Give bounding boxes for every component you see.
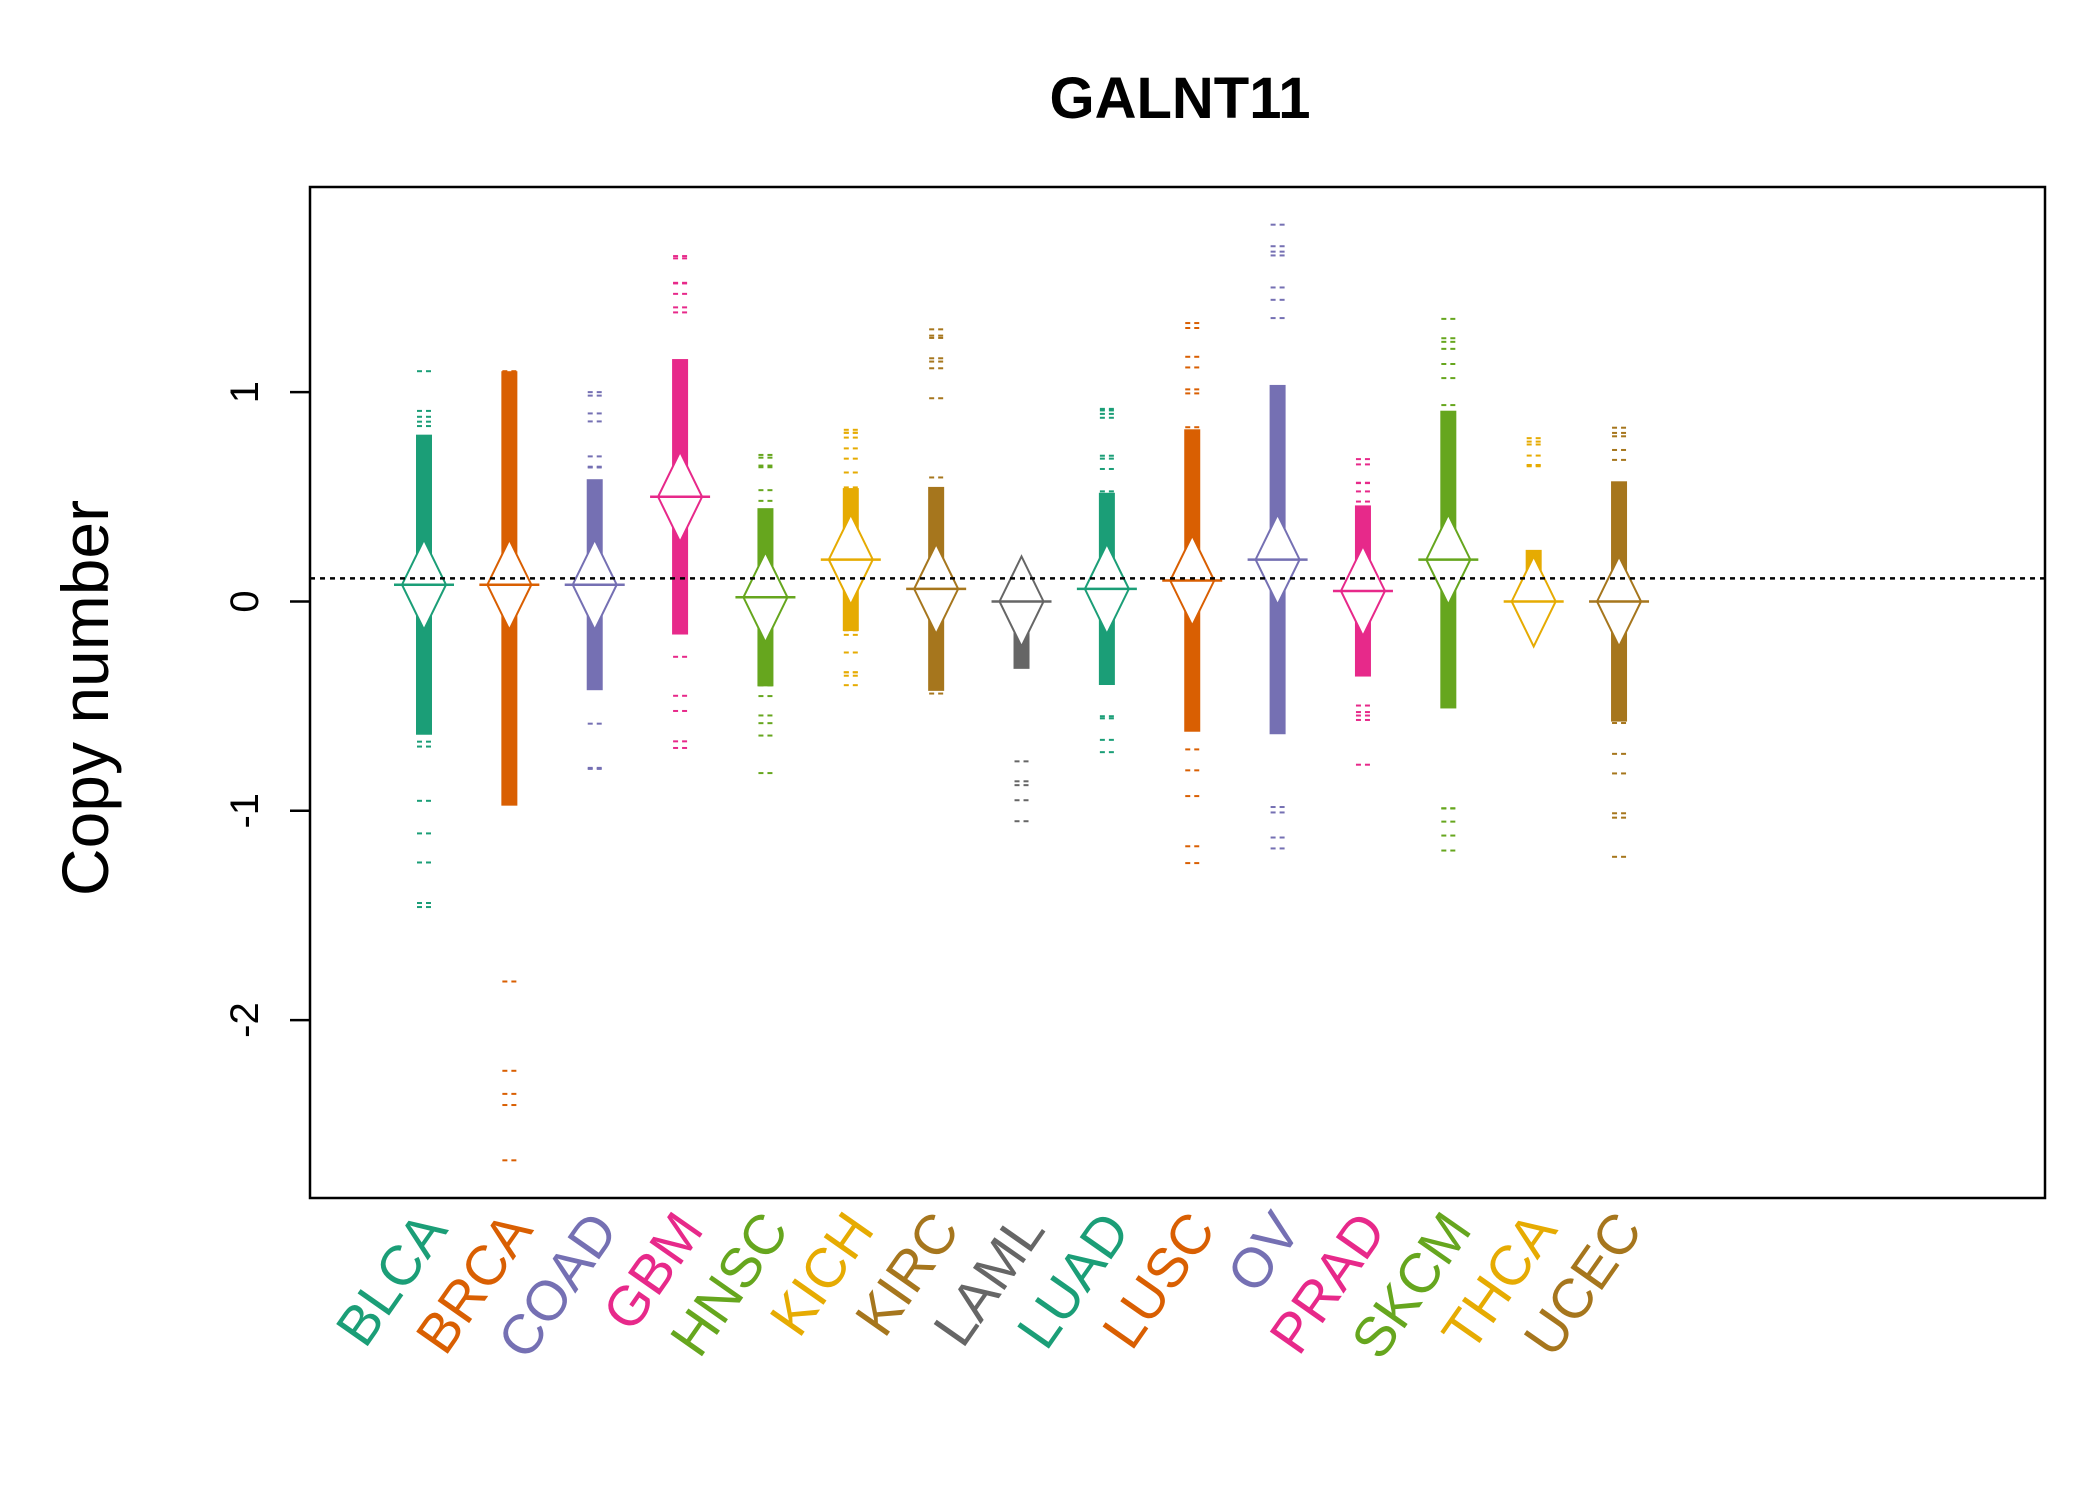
bean-laml <box>991 554 1052 823</box>
bean-ucec <box>1589 426 1650 858</box>
bean-kirc <box>906 328 967 695</box>
bean-hnsc <box>735 453 796 775</box>
bean-skcm <box>1418 317 1479 852</box>
y-tick-label: 0 <box>223 590 267 612</box>
x-axis: BLCABRCACOADGBMHNSCKICHKIRCLAMLLUADLUSCO… <box>323 1200 1654 1369</box>
bean-plot-area <box>394 223 1650 1162</box>
y-tick-label: -2 <box>223 1002 267 1038</box>
bean-brca <box>479 370 540 1162</box>
y-tick-label: 1 <box>223 381 267 403</box>
bean-prad <box>1332 458 1393 766</box>
bean-ov <box>1247 223 1308 850</box>
bean-lusc <box>1162 322 1223 865</box>
bean-coad <box>564 391 625 770</box>
y-tick-label: -1 <box>223 793 267 829</box>
chart-title: GALNT11 <box>1049 66 1310 131</box>
bean-blca <box>394 370 454 909</box>
bean-thca <box>1503 437 1564 649</box>
bean-gbm <box>650 255 711 749</box>
plot-frame <box>308 185 2047 1200</box>
bean-luad <box>1076 407 1137 754</box>
y-axis-label: Copy number <box>48 500 122 896</box>
y-axis: -2 -1 0 1 <box>223 381 310 1038</box>
bean-kich <box>820 428 881 687</box>
